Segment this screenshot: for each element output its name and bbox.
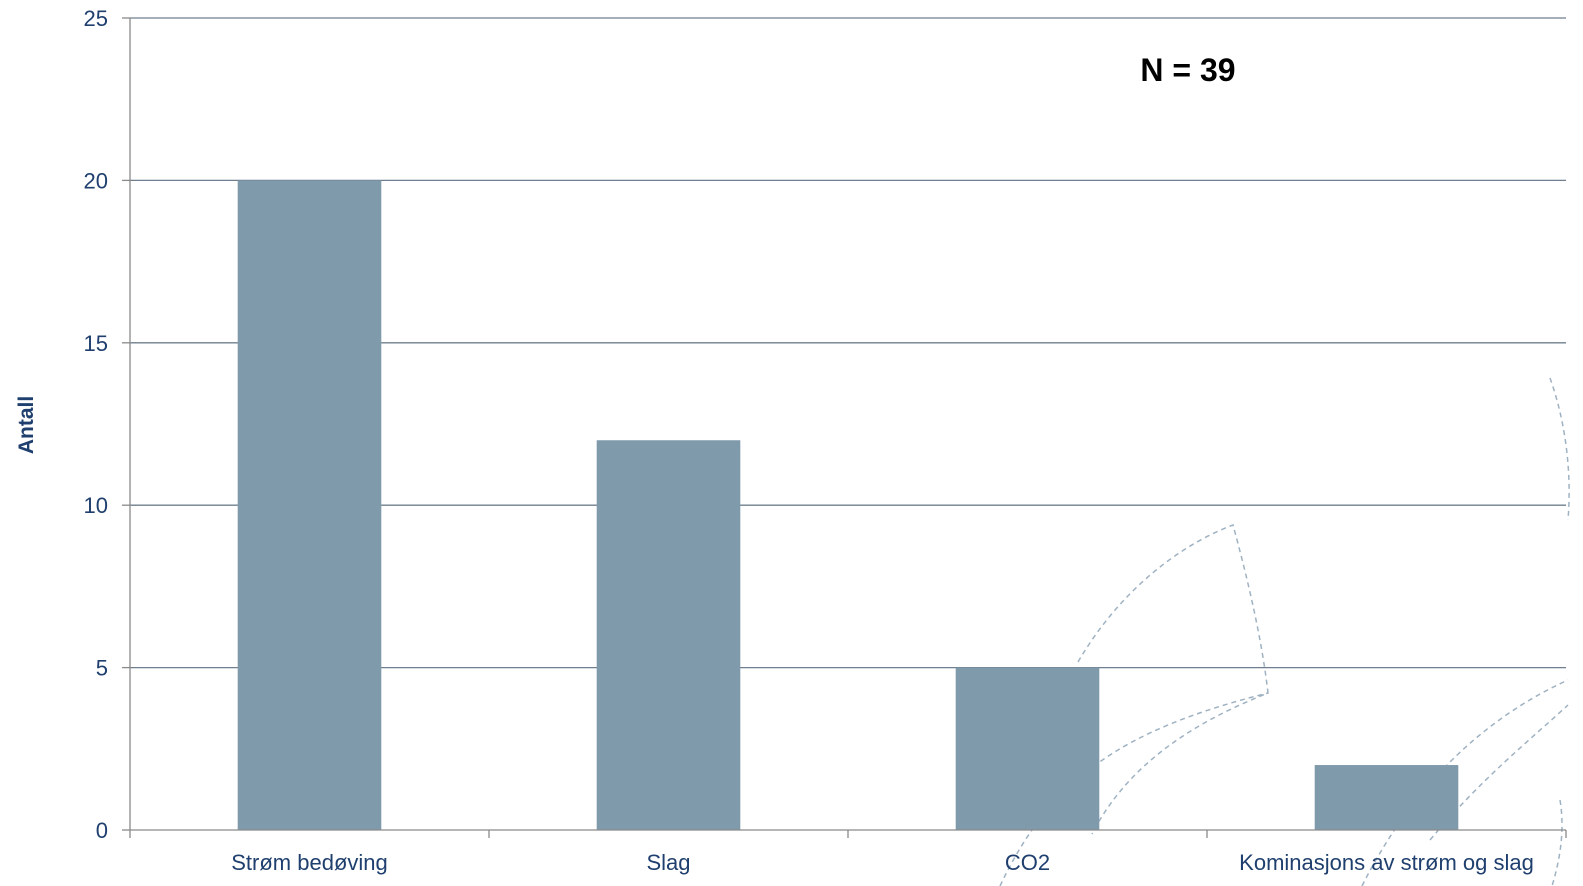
bar-0	[237, 180, 382, 830]
y-axis-label: Antall	[15, 396, 38, 454]
y-tick-label: 25	[84, 6, 108, 31]
y-tick-labels: 0 5 10 15 20 25	[84, 6, 108, 843]
axes	[122, 17, 1567, 838]
x-tick-label: Slag	[646, 850, 690, 875]
bar-3	[1314, 765, 1459, 830]
y-tick-label: 10	[84, 493, 108, 518]
bar-1	[596, 440, 741, 830]
bar-2	[955, 667, 1100, 830]
x-tick-labels: Strøm bedøving Slag CO2 Kominasjons av strø…	[231, 850, 1534, 875]
x-tick-label: CO2	[1005, 850, 1050, 875]
sample-size-annotation: N = 39	[1140, 52, 1235, 88]
x-tick-label: Kominasjons av strøm og slag	[1239, 850, 1534, 875]
y-tick-label: 5	[96, 656, 108, 681]
x-tick-label: Strøm bedøving	[231, 850, 388, 875]
y-tick-label: 20	[84, 168, 108, 193]
bars	[237, 180, 1459, 830]
y-tick-label: 0	[96, 818, 108, 843]
y-tick-label: 15	[84, 331, 108, 356]
